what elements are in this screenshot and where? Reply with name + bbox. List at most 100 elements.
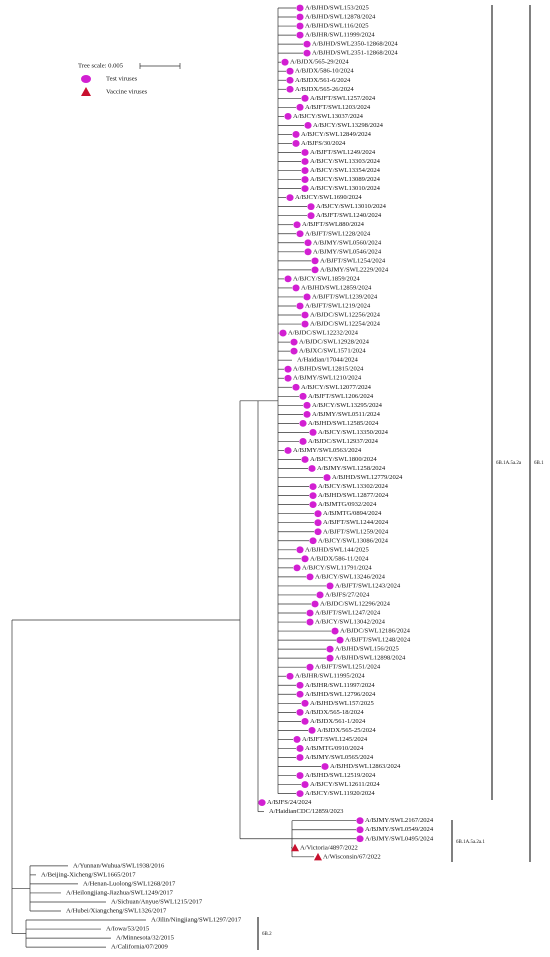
leaf-label: A/BJFT/SWL1203/2024: [305, 104, 371, 111]
leaf-label: A/BJHD/SWL12898/2024: [335, 655, 406, 662]
leaf-label: A/BJCY/SWL12849/2024: [301, 131, 372, 138]
leaf-label: A/BJFT/SWL1244/2024: [323, 519, 389, 526]
vaccine-virus-marker: [291, 843, 299, 852]
clade-label: 6B.1A.5a.2a: [496, 461, 522, 466]
leaf-label: A/BJFT/SWL1251/2024: [315, 664, 381, 671]
test-virus-marker: [356, 817, 364, 825]
leaf-label: A/BJFT/SWL1243/2024: [335, 582, 401, 589]
test-virus-marker: [309, 501, 317, 509]
leaf-label: A/BJDC/SWL12928/2024: [299, 339, 370, 346]
test-virus-marker: [296, 230, 304, 238]
test-virus-marker: [284, 365, 292, 373]
leaf-label: A/BJFT/SWL1239/2024: [312, 293, 378, 300]
test-virus-marker: [301, 167, 309, 174]
leaf-label: A/BJCY/SWL13350/2024: [318, 429, 389, 436]
test-virus-marker: [316, 591, 324, 599]
test-virus-marker: [296, 22, 304, 30]
legend-test-marker: [81, 75, 91, 83]
leaf-label: A/BJDX/565-25/2024: [317, 727, 376, 734]
test-virus-marker: [296, 790, 304, 798]
test-virus-marker: [296, 302, 304, 310]
test-virus-marker: [286, 76, 294, 84]
leaf-label: A/BJMTG/0894/2024: [323, 510, 382, 517]
leaf-label: A/BJMY/SWL0546/2024: [313, 248, 382, 255]
test-virus-marker: [299, 392, 307, 400]
leaf-label: A/BJDC/SWL12296/2024: [320, 600, 391, 607]
clade-label: 6B.2: [262, 932, 272, 937]
leaf-label: A/BJCY/SWL13302/2024: [318, 483, 389, 490]
leaf-label: A/BJDX/561-6/2024: [295, 77, 351, 84]
leaf-label: A/BJDX/561-1/2024: [310, 718, 366, 725]
test-virus-marker: [296, 13, 304, 21]
test-virus-marker: [301, 94, 309, 102]
leaf-label: A/BJFT/SWL1240/2024: [316, 212, 382, 219]
test-virus-marker: [307, 203, 315, 211]
test-virus-marker: [303, 293, 311, 301]
leaf-label: A/BJFT/SWL880/2024: [302, 221, 365, 228]
test-virus-marker: [304, 248, 312, 256]
test-virus-marker: [284, 374, 292, 382]
leaf-label: A/BJDX/586-11/2024: [310, 555, 369, 562]
test-virus-marker: [311, 266, 319, 274]
leaf-label: A/BJMY/SWL0549/2024: [365, 826, 434, 833]
test-virus-marker: [303, 410, 311, 418]
leaf-label: A/BJMY/SWL0563/2024: [293, 447, 362, 454]
test-virus-marker: [303, 40, 311, 48]
leaf-label: A/BJFT/SWL1259/2024: [323, 528, 389, 535]
leaf-label: A/Jilin/Ningjiang/SWL1297/2017: [151, 917, 242, 924]
test-virus-marker: [326, 654, 334, 662]
test-virus-marker: [258, 799, 266, 807]
leaf-label: A/BJFT/SWL1247/2024: [315, 610, 381, 617]
test-virus-marker: [309, 537, 317, 545]
leaf-label: A/BJDC/SWL12232/2024: [288, 330, 359, 337]
leaf-label: A/BJMY/SWL0565/2024: [305, 754, 374, 761]
tree-scale-label: Tree scale: 0.005: [78, 63, 124, 70]
test-virus-marker: [307, 212, 315, 220]
leaf-label: A/BJFT/SWL1248/2024: [345, 637, 411, 644]
test-virus-marker: [284, 275, 292, 283]
leaf-label: A/Yunnan/Wuhua/SWL1938/2016: [73, 862, 165, 869]
test-virus-marker: [290, 347, 298, 355]
leaf-label: A/BJHD/SWL12878/2024: [305, 14, 376, 21]
leaf-label: A/BJHR/SWL11997/2024: [305, 682, 375, 689]
leaf-label: A/BJHD/SWL157/2025: [310, 700, 374, 707]
test-virus-marker: [292, 284, 300, 292]
test-virus-marker: [299, 419, 307, 427]
legend-vaccine-label: Vaccine viruses: [106, 89, 148, 96]
leaf-label: A/BJFS/30/2024: [301, 140, 346, 147]
leaf-label: A/BJFT/SWL1249/2024: [310, 149, 376, 156]
test-virus-marker: [331, 627, 339, 635]
leaf-label: A/BJCY/SWL13042/2024: [315, 619, 386, 626]
test-virus-marker: [292, 383, 300, 391]
leaf-label: A/BJFT/SWL1219/2024: [305, 303, 371, 310]
test-virus-marker: [306, 663, 314, 671]
test-virus-marker: [306, 618, 314, 626]
leaf-label: A/BJCY/SWL11791/2024: [302, 564, 372, 571]
leaf-label: A/Beijing-Xicheng/SWL1665/2017: [41, 871, 136, 878]
leaf-label: A/BJFT/SWL1257/2024: [310, 95, 376, 102]
test-virus-marker: [284, 447, 292, 454]
leaf-label: A/Wisconsin/67/2022: [323, 853, 381, 860]
test-virus-marker: [301, 185, 309, 193]
test-virus-marker: [301, 555, 309, 563]
test-virus-marker: [296, 103, 304, 111]
leaf-label: A/BJHR/SWL11995/2024: [295, 673, 365, 680]
test-virus-marker: [301, 149, 309, 156]
test-virus-marker: [299, 438, 307, 445]
test-virus-marker: [301, 781, 309, 788]
leaf-label: A/BJHD/SWL12859/2024: [301, 284, 372, 291]
leaf-label: A/BJCY/SWL13303/2024: [310, 158, 381, 165]
test-virus-marker: [301, 699, 309, 707]
leaf-label: A/BJCY/SWL12077/2024: [301, 384, 372, 391]
leaf-label: A/BJMY/SWL0560/2024: [313, 239, 382, 246]
test-virus-marker: [314, 519, 322, 527]
leaf-label: A/BJCY/SWL1690/2024: [295, 194, 362, 201]
leaf-label: A/BJHD/SWL144/2025: [305, 546, 369, 553]
leaf-label: A/BJDX/565-26/2024: [295, 86, 354, 93]
leaf-label: A/BJDC/SWL12937/2024: [308, 438, 379, 445]
test-virus-marker: [309, 492, 317, 500]
test-virus-marker: [321, 763, 329, 770]
leaf-label: A/BJMY/SWL1258/2024: [317, 465, 386, 472]
leaf-label: A/BJHD/SWL12815/2024: [293, 366, 364, 373]
